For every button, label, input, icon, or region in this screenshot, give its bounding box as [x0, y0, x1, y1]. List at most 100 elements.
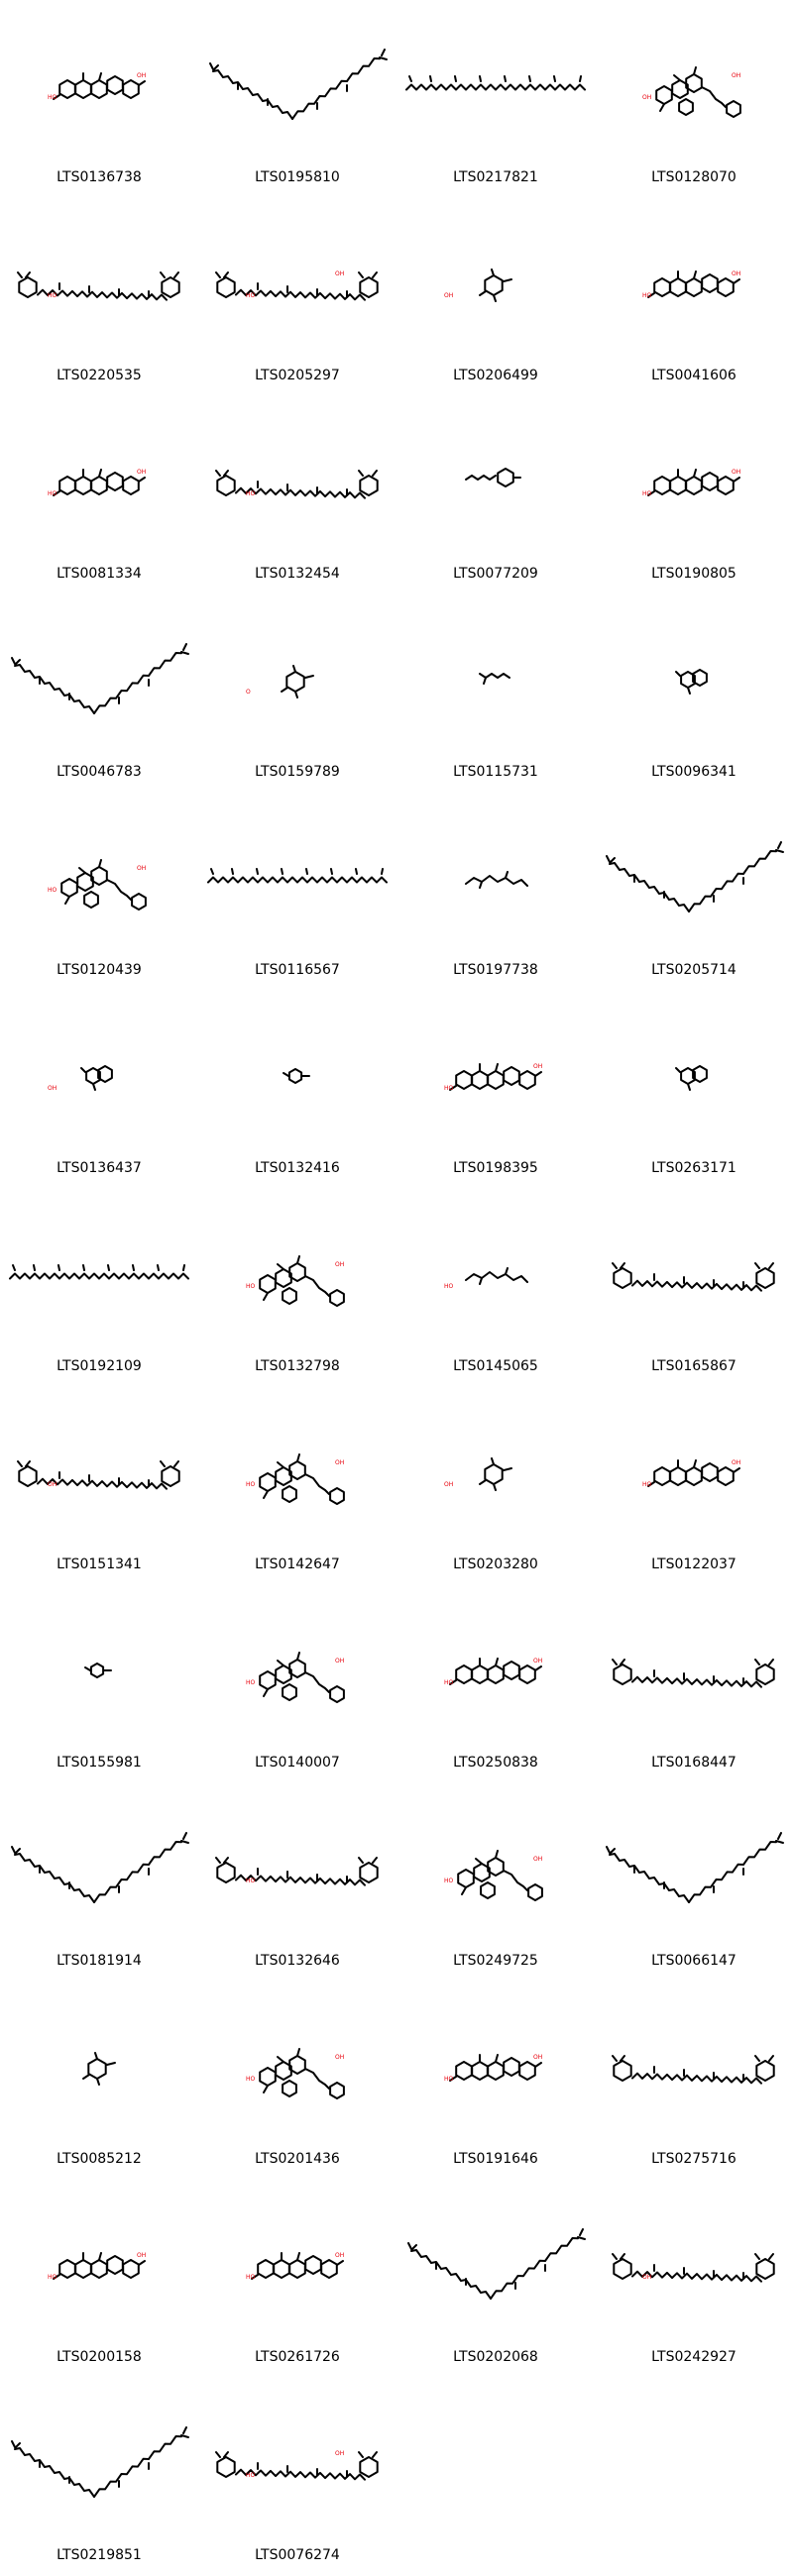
- heteroatom-label: OH: [137, 72, 146, 79]
- heteroatom-label: OH: [533, 1063, 542, 1070]
- heteroatom-label: HO: [246, 1481, 256, 1488]
- heteroatom-label: OH: [533, 1856, 542, 1863]
- structure-drawing: HO OH: [246, 1652, 345, 1703]
- molecule-tile: LTS0217821: [396, 0, 595, 198]
- molecule-id-label: LTS0132798: [255, 1358, 340, 1374]
- structure-drawing: HO OH: [246, 1453, 345, 1505]
- heteroatom-label: OH: [732, 469, 740, 476]
- heteroatom-label: OH: [335, 2252, 344, 2259]
- heteroatom-label: HO: [444, 1878, 454, 1884]
- molecule-id-label: LTS0132416: [255, 1160, 340, 1176]
- molecule-id-label: LTS0198395: [453, 1160, 538, 1176]
- molecule-tile: LTS0219851: [0, 2378, 198, 2576]
- molecule-id-label: LTS0242927: [651, 2349, 736, 2365]
- molecule-tile: HO OH LTS0201436: [198, 1982, 396, 2180]
- molecule-tile: LTS0205714: [595, 793, 793, 991]
- molecule-id-label: LTS0120439: [57, 962, 142, 978]
- structure-drawing: HO OH: [246, 2048, 345, 2099]
- molecule-tile: LTS0077209: [396, 396, 595, 594]
- structure-drawing: [465, 871, 528, 889]
- heteroatom-label: HO: [246, 490, 256, 497]
- heteroatom-label: HO: [246, 292, 256, 299]
- structure-drawing: OH: [17, 1460, 180, 1490]
- molecule-id-label: LTS0261726: [255, 2349, 340, 2365]
- structure-drawing: OH: [444, 268, 512, 302]
- heteroatom-label: HO: [642, 490, 652, 497]
- structure-drawing: HO OH: [48, 72, 146, 101]
- structure-drawing: HO OH: [444, 2054, 542, 2083]
- heteroatom-label: HO: [444, 2076, 454, 2083]
- molecule-id-label: LTS0132454: [255, 566, 340, 582]
- molecule-id-label: LTS0077209: [453, 566, 538, 582]
- molecule-id-label: LTS0250838: [453, 1755, 538, 1771]
- molecule-tile: OH LTS0206499: [396, 198, 595, 396]
- molecule-id-label: LTS0200158: [57, 2349, 142, 2365]
- heteroatom-label: HO: [48, 94, 57, 101]
- structure-drawing: [612, 1262, 775, 1292]
- structure-drawing: OH: [444, 1457, 512, 1491]
- molecule-id-label: LTS0206499: [453, 368, 538, 383]
- molecule-tile: OH LTS0136437: [0, 991, 198, 1189]
- structure-drawing: HO OH: [642, 1459, 740, 1488]
- heteroatom-label: HO: [444, 1283, 454, 1290]
- molecule-tile: LTS0192109: [0, 1189, 198, 1387]
- molecule-id-label: LTS0155981: [57, 1755, 142, 1771]
- molecule-tile: HO OH LTS0122037: [595, 1387, 793, 1585]
- structure-drawing: [283, 1068, 310, 1084]
- molecule-id-label: LTS0219851: [57, 2547, 142, 2563]
- molecule-id-label: LTS0203280: [453, 1556, 538, 1572]
- molecule-tile: HO OH LTS0076274: [198, 2378, 396, 2576]
- molecule-id-label: LTS0205714: [651, 962, 736, 978]
- molecule-id-label: LTS0275716: [651, 2151, 736, 2167]
- heteroatom-label: OH: [48, 1085, 57, 1092]
- molecule-id-label: LTS0066147: [651, 1953, 736, 1969]
- structure-drawing: HO: [17, 271, 180, 301]
- structure-drawing: HO OH: [48, 2252, 146, 2281]
- structure-drawing: HO OH: [215, 2450, 379, 2481]
- molecule-id-label: LTS0249725: [453, 1953, 538, 1969]
- molecule-id-label: LTS0205297: [255, 368, 340, 383]
- molecule-tile: HO OH LTS0081334: [0, 396, 198, 594]
- heteroatom-label: OH: [732, 72, 740, 79]
- structure-drawing: HO OH: [246, 2252, 344, 2281]
- molecule-tile: LTS0202068: [396, 2180, 595, 2378]
- molecule-tile: HO OH LTS0041606: [595, 198, 793, 396]
- heteroatom-label: OH: [642, 2274, 651, 2281]
- molecule-tile: LTS0115731: [396, 594, 595, 793]
- heteroatom-label: OH: [335, 1658, 344, 1664]
- heteroatom-label: HO: [642, 1481, 652, 1488]
- heteroatom-label: HO: [444, 1679, 454, 1686]
- heteroatom-label: OH: [533, 1658, 542, 1664]
- molecule-tile: HO LTS0132454: [198, 396, 396, 594]
- molecule-tile: LTS0275716: [595, 1982, 793, 2180]
- molecule-id-label: LTS0197738: [453, 962, 538, 978]
- structure-drawing: [82, 2052, 116, 2086]
- structure-drawing: HO OH: [48, 469, 146, 497]
- molecule-id-label: LTS0220535: [57, 368, 142, 383]
- molecule-tile: LTS0066147: [595, 1783, 793, 1982]
- heteroatom-label: OH: [335, 2450, 344, 2457]
- heteroatom-label: OH: [335, 1261, 344, 1268]
- molecule-id-label: LTS0041606: [651, 368, 736, 383]
- structure-drawing: [675, 1065, 708, 1091]
- molecule-tile: HO OH LTS0250838: [396, 1585, 595, 1783]
- molecule-id-label: LTS0217821: [453, 169, 538, 185]
- molecule-tile: HO OH LTS0200158: [0, 2180, 198, 2378]
- molecule-id-label: LTS0202068: [453, 2349, 538, 2365]
- molecule-tile: OH LTS0151341: [0, 1387, 198, 1585]
- heteroatom-label: OH: [444, 292, 453, 299]
- molecule-tile: HO OH LTS0205297: [198, 198, 396, 396]
- molecule-id-label: LTS0128070: [651, 169, 736, 185]
- structure-drawing: [612, 2055, 775, 2085]
- heteroatom-label: OH: [732, 1459, 740, 1466]
- molecule-tile: HO OH LTS0140007: [198, 1585, 396, 1783]
- heteroatom-label: HO: [246, 2274, 256, 2281]
- molecule-id-label: LTS0115731: [453, 764, 538, 780]
- molecule-tile: HO LTS0220535: [0, 198, 198, 396]
- structure-drawing: [612, 1659, 775, 1688]
- molecule-tile: LTS0165867: [595, 1189, 793, 1387]
- molecule-tile: HO OH LTS0261726: [198, 2180, 396, 2378]
- molecule-tile: HO OH LTS0132798: [198, 1189, 396, 1387]
- structure-drawing: HO OH: [48, 859, 147, 911]
- molecule-tile: OH LTS0242927: [595, 2180, 793, 2378]
